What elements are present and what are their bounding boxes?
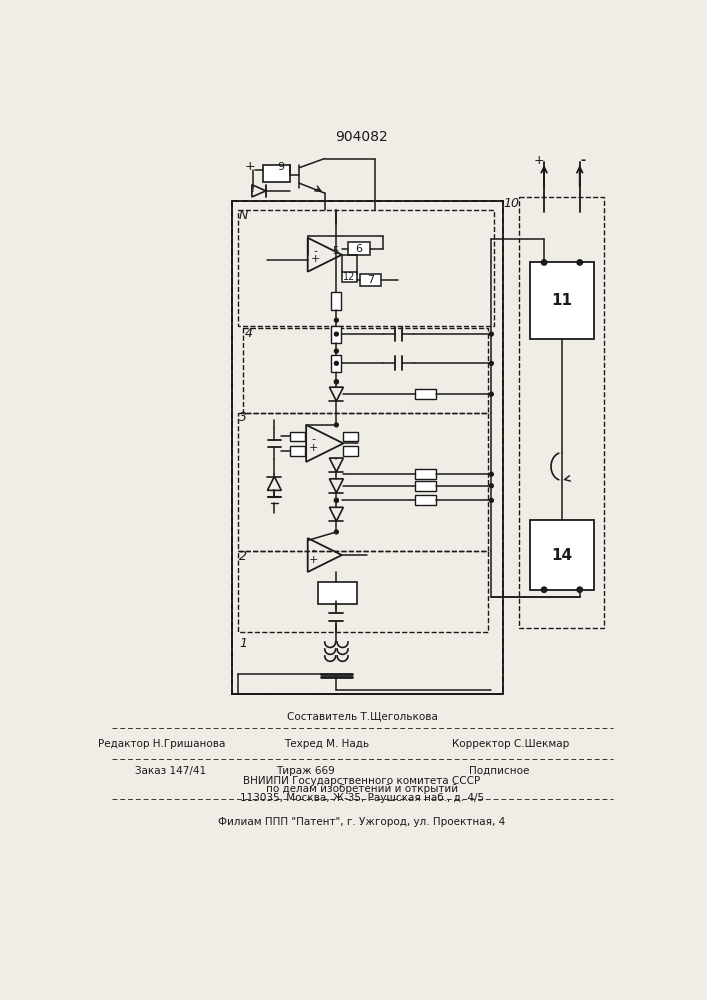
Text: +: + bbox=[309, 443, 319, 453]
Text: 10: 10 bbox=[503, 197, 520, 210]
Text: 6: 6 bbox=[356, 244, 363, 254]
Bar bbox=[348, 242, 370, 255]
Circle shape bbox=[542, 587, 547, 592]
Text: +: + bbox=[309, 555, 319, 565]
Bar bbox=[343, 432, 358, 441]
Bar bbox=[332, 355, 341, 372]
Bar bbox=[238, 551, 488, 632]
Text: 4: 4 bbox=[245, 327, 253, 340]
Text: 1: 1 bbox=[240, 637, 247, 650]
Text: -: - bbox=[313, 246, 317, 256]
Circle shape bbox=[334, 530, 339, 534]
Text: -: - bbox=[312, 434, 316, 444]
Circle shape bbox=[334, 498, 339, 502]
Bar bbox=[341, 272, 357, 282]
Bar bbox=[416, 481, 436, 491]
Text: Корректор С.Шекмар: Корректор С.Шекмар bbox=[452, 739, 569, 749]
Text: 5: 5 bbox=[332, 246, 339, 256]
Bar bbox=[290, 446, 305, 456]
Circle shape bbox=[577, 260, 583, 265]
Circle shape bbox=[334, 423, 339, 427]
Bar bbox=[416, 469, 436, 479]
Text: 3: 3 bbox=[240, 411, 247, 424]
Bar bbox=[530, 262, 594, 339]
Circle shape bbox=[489, 332, 493, 336]
Text: 113035, Москва, Ж-35, Раушская наб., д. 4/5: 113035, Москва, Ж-35, Раушская наб., д. … bbox=[240, 793, 484, 803]
Bar bbox=[263, 165, 290, 182]
Bar bbox=[332, 292, 341, 310]
Text: 11: 11 bbox=[551, 293, 573, 308]
Bar bbox=[416, 389, 436, 399]
Bar bbox=[343, 446, 358, 456]
Bar bbox=[530, 520, 594, 590]
Text: +: + bbox=[534, 154, 544, 167]
Circle shape bbox=[489, 361, 493, 365]
Bar bbox=[317, 582, 356, 604]
Bar bbox=[416, 495, 436, 505]
Text: -: - bbox=[580, 154, 585, 167]
Circle shape bbox=[334, 349, 339, 353]
Bar bbox=[238, 210, 493, 326]
Text: -: - bbox=[312, 545, 316, 555]
Circle shape bbox=[489, 392, 493, 396]
Text: Составитель Т.Щеголькова: Составитель Т.Щеголькова bbox=[286, 712, 438, 722]
Circle shape bbox=[489, 472, 493, 476]
Circle shape bbox=[542, 260, 547, 265]
Text: 9: 9 bbox=[277, 162, 284, 172]
Text: 2: 2 bbox=[240, 550, 247, 563]
Bar bbox=[360, 274, 381, 286]
Text: 7: 7 bbox=[367, 275, 374, 285]
Text: Подписное: Подписное bbox=[469, 766, 530, 776]
Text: 12: 12 bbox=[344, 272, 356, 282]
Circle shape bbox=[334, 498, 339, 502]
Circle shape bbox=[334, 380, 339, 384]
Circle shape bbox=[489, 498, 493, 502]
Bar bbox=[238, 413, 488, 551]
Circle shape bbox=[489, 484, 493, 488]
Circle shape bbox=[334, 361, 339, 365]
Text: Заказ 147/41: Заказ 147/41 bbox=[135, 766, 206, 776]
Text: по делам изобретений и открытий: по делам изобретений и открытий bbox=[266, 784, 458, 794]
Text: +: + bbox=[311, 254, 320, 264]
Text: +: + bbox=[244, 160, 255, 173]
Text: Тираж 669: Тираж 669 bbox=[276, 766, 334, 776]
Bar bbox=[232, 201, 503, 694]
Bar bbox=[243, 328, 488, 413]
Text: N: N bbox=[239, 209, 248, 222]
Circle shape bbox=[334, 318, 339, 322]
Bar bbox=[290, 432, 305, 441]
Text: Редактор Н.Гришанова: Редактор Н.Гришанова bbox=[98, 739, 226, 749]
Text: Филиам ППП "Патент", г. Ужгород, ул. Проектная, 4: Филиам ППП "Патент", г. Ужгород, ул. Про… bbox=[218, 817, 506, 827]
Bar bbox=[518, 197, 604, 628]
Bar bbox=[232, 201, 503, 694]
Bar bbox=[332, 326, 341, 343]
Circle shape bbox=[334, 380, 339, 384]
Text: 14: 14 bbox=[551, 548, 573, 563]
Circle shape bbox=[334, 332, 339, 336]
Text: 904082: 904082 bbox=[336, 130, 388, 144]
Text: Техред М. Надь: Техред М. Надь bbox=[284, 739, 369, 749]
Text: ВНИИПИ Государственного комитета СССР: ВНИИПИ Государственного комитета СССР bbox=[243, 776, 481, 786]
Circle shape bbox=[577, 587, 583, 592]
